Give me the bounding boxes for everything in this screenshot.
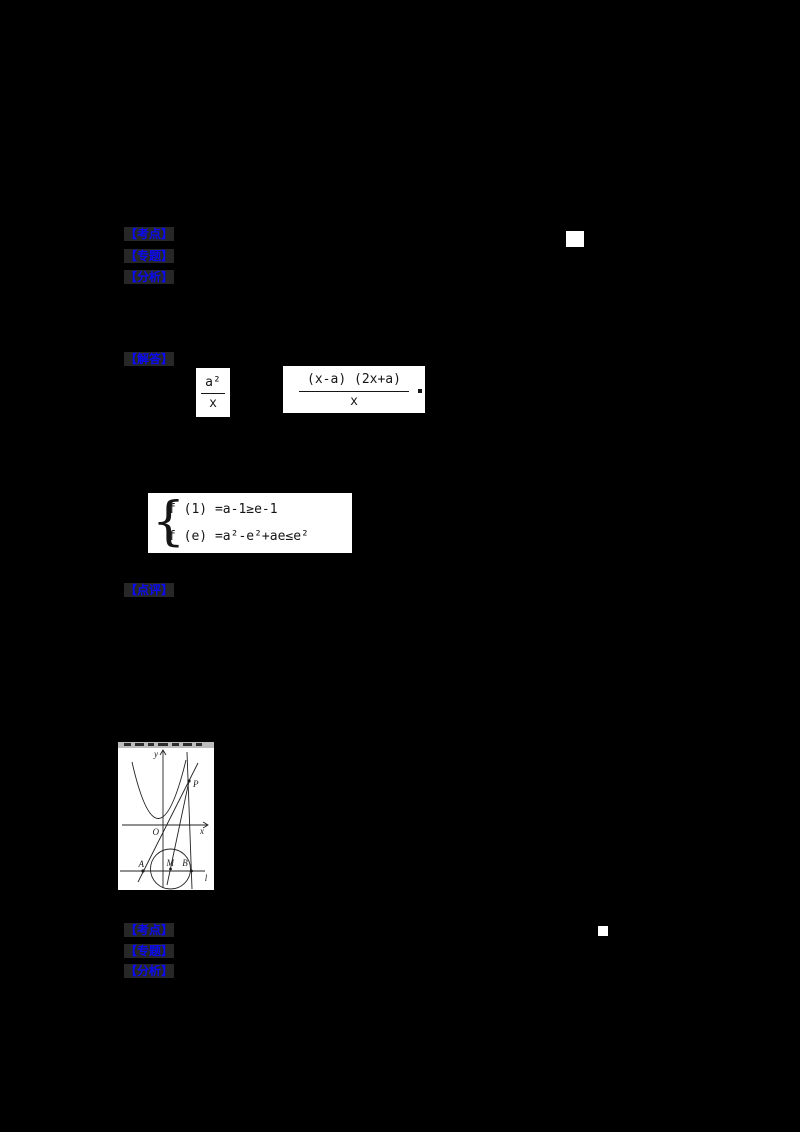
label-zhuanti-2: 【专题】: [124, 944, 175, 958]
label-dianping-1: 【点评】: [124, 583, 175, 597]
fraction-denominator: x: [209, 396, 217, 411]
point-b-dot: [190, 869, 193, 873]
left-brace: {: [152, 492, 186, 552]
point-p-label: P: [192, 779, 199, 789]
point-a-dot: [141, 869, 145, 873]
formula-image-fraction-a2-over-x: a² x: [196, 368, 230, 417]
point-a-label: A: [138, 859, 145, 869]
line-l-label: l: [205, 873, 208, 883]
line-pb: [186, 751, 193, 890]
figure-background: [118, 742, 214, 890]
label-kaodian-1: 【考点】: [124, 227, 175, 241]
label-kaodian-2: 【考点】: [124, 923, 175, 937]
label-fenxi-2: 【分析】: [124, 964, 175, 978]
label-fenxi-1: 【分析】: [124, 270, 175, 284]
fraction-numerator: (x-a) (2x+a): [299, 370, 409, 392]
label-jieda-1: 【解答】: [124, 352, 175, 366]
formula-image-system: { f (1) =a-1≥e-1 f (e) =a²-e²+ae≤e²: [148, 492, 352, 553]
figure-svg: y x O P A M B l: [118, 742, 214, 890]
x-axis-arrow: [202, 821, 209, 829]
fraction: a² x: [201, 373, 225, 412]
x-axis-label: x: [199, 826, 204, 836]
system-line-1: f (1) =a-1≥e-1: [168, 502, 278, 517]
point-b-label: B: [182, 858, 188, 868]
blank-inline-formula-image-2: [598, 926, 608, 936]
circle-m: [150, 848, 191, 890]
point-m-label: M: [166, 858, 175, 868]
problem-figure-image: y x O P A M B l: [118, 742, 214, 890]
parabola-curve: [131, 759, 187, 819]
point-m-dot: [169, 867, 172, 871]
system-lines: f (1) =a-1≥e-1 f (e) =a²-e²+ae≤e²: [168, 496, 309, 550]
point-p-dot: [187, 779, 191, 783]
fraction-denominator: x: [350, 393, 358, 409]
fraction-numerator: a²: [201, 373, 225, 394]
y-axis-arrow: [159, 749, 167, 756]
system-line-2: f (e) =a²-e²+ae≤e²: [168, 529, 309, 544]
formula-image-fraction-factored: (x-a) (2x+a) x: [283, 366, 425, 413]
blank-inline-formula-image-1: [566, 231, 584, 247]
fraction: (x-a) (2x+a) x: [299, 370, 409, 410]
origin-label: O: [153, 827, 160, 837]
label-zhuanti-1: 【专题】: [124, 249, 175, 263]
figure-top-clip-marks: [124, 743, 202, 746]
period-mark: [418, 389, 422, 393]
y-axis-label: y: [153, 749, 158, 759]
